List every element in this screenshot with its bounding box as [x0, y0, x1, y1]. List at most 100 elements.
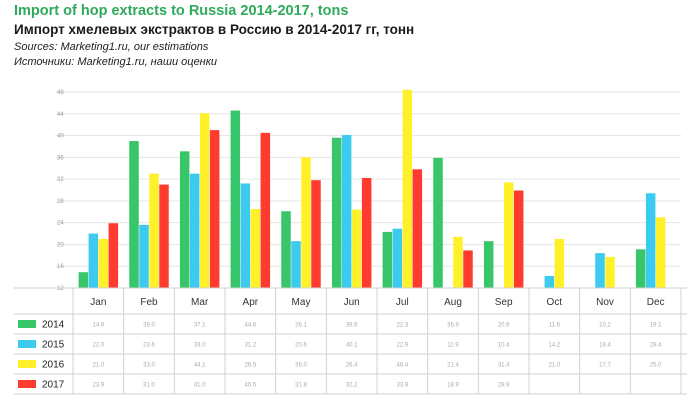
bar-2017-may [311, 180, 321, 288]
legend-swatch-2015 [18, 340, 36, 348]
y-tick-label: 16 [57, 264, 64, 270]
table-cell-value: 40.1 [346, 343, 358, 349]
x-tick-label: Jul [396, 297, 409, 308]
y-tick-label: 44 [57, 112, 64, 118]
x-tick-label: Feb [140, 297, 158, 308]
legend-label-2015: 2015 [42, 340, 65, 351]
table-cell-value: 25.0 [650, 363, 662, 369]
x-tick-label: May [292, 297, 311, 308]
bar-2017-jan [108, 223, 119, 288]
bar-2017-apr [260, 132, 271, 288]
bar-2016-apr [250, 209, 261, 288]
table-cell-value: 36.0 [295, 363, 307, 369]
legend-label-2017: 2017 [42, 380, 65, 391]
bar-2017-mar [209, 130, 220, 288]
bar-2015-oct [544, 276, 555, 288]
table-cell-value: 21.0 [548, 363, 560, 369]
table-cell-value: 33.0 [143, 363, 155, 369]
x-tick-label: Jun [344, 297, 360, 308]
bar-2014-mar [179, 151, 190, 288]
bar-2016-jul [402, 89, 413, 288]
legend-swatch-2016 [18, 360, 36, 368]
bar-2017-sep [513, 190, 524, 288]
table-cell-value: 23.9 [92, 383, 104, 389]
bar-2015-mar [189, 173, 200, 288]
bar-2016-sep [503, 182, 514, 288]
legend-swatch-2014 [18, 320, 36, 328]
y-tick-label: 40 [57, 134, 64, 140]
x-tick-label: Sep [495, 297, 513, 308]
table-cell-value: 26.1 [295, 323, 307, 329]
data-table: Jan Feb Mar Apr May Jun Jul Aug Sep Oct Nov Dec 2014… [14, 287, 687, 395]
bar-2015-jan [88, 233, 99, 288]
bar-2016-may [301, 157, 311, 288]
table-cell-value: 18.4 [599, 343, 611, 349]
x-tick-label: Dec [647, 297, 665, 308]
bar-2014-jan [78, 272, 89, 288]
x-tick-label: Nov [596, 297, 614, 308]
y-tick-label: 12 [57, 286, 64, 292]
bar-2017-aug [463, 250, 473, 288]
bar-2014-apr [230, 110, 241, 288]
bar-2015-feb [139, 224, 149, 288]
table-cell-value: 44.1 [194, 363, 206, 369]
table-cell-value: 22.3 [396, 323, 408, 329]
table-cell-value: 10.4 [498, 343, 510, 349]
table-cell-value: 11.6 [549, 323, 561, 329]
bar-2016-nov [605, 256, 615, 288]
table-cell-value: 40.5 [244, 383, 256, 389]
table-cell-value: 11.9 [447, 343, 459, 349]
bar-2014-feb [129, 141, 139, 288]
x-tick-label: Oct [547, 297, 563, 308]
bar-2016-aug [453, 236, 463, 288]
bar-2014-aug [433, 157, 443, 288]
legend-label-2014: 2014 [42, 320, 65, 331]
table-cell-value: 44.6 [244, 323, 256, 329]
x-tick-label: Jan [90, 297, 106, 308]
table-cell-value: 21.4 [447, 363, 459, 369]
table-cell-value: 14.9 [92, 323, 104, 329]
bar-2015-jul [392, 228, 403, 288]
bar-2016-oct [554, 239, 565, 288]
table-cell-value: 10.2 [599, 323, 611, 329]
table-cell-value: 18.9 [447, 383, 459, 389]
y-tick-label: 32 [57, 177, 64, 183]
table-cell-value: 31.4 [498, 363, 510, 369]
x-tick-label: Aug [444, 297, 462, 308]
table-cell-value: 31.8 [295, 383, 307, 389]
table-cell-value: 17.7 [599, 363, 611, 369]
table-cell-value: 31.2 [244, 343, 256, 349]
legend-label-2016: 2016 [42, 360, 65, 371]
table-cell-value: 29.9 [498, 383, 510, 389]
bar-2015-apr [240, 183, 251, 288]
table-cell-value: 22.0 [92, 343, 104, 349]
table-cell-value: 26.5 [244, 363, 256, 369]
bar-2017-feb [159, 184, 169, 288]
table-cell-value: 41.0 [194, 383, 206, 389]
bar-2015-dec [645, 193, 656, 288]
source-russian: Источники: Marketing1.ru, наши оценки [14, 56, 218, 68]
table-cell-value: 48.4 [396, 363, 408, 369]
bar-2016-jun [351, 209, 362, 288]
y-tick-label: 24 [57, 221, 64, 227]
bar-2014-dec [635, 249, 646, 288]
bar-2015-nov [595, 253, 605, 288]
bar-2014-jun [331, 137, 342, 288]
table-cell-value: 37.1 [194, 323, 206, 329]
table-cell-value: 33.0 [194, 343, 206, 349]
y-tick-label: 20 [57, 242, 64, 248]
table-cell-value: 39.6 [346, 323, 358, 329]
bar-2014-may [281, 211, 291, 288]
table-cell-value: 20.6 [498, 323, 510, 329]
bar-2014-sep [483, 241, 494, 288]
table-cell-value: 23.6 [143, 343, 155, 349]
chart-title: Import of hop extracts to Russia 2014-20… [14, 3, 349, 19]
bar-2016-jan [98, 239, 109, 288]
table-cell-value: 21.0 [92, 363, 104, 369]
table-cell-value: 14.2 [548, 343, 560, 349]
bar-2017-jul [412, 169, 423, 288]
bar-2017-jun [361, 178, 372, 288]
table-cell-value: 31.0 [143, 383, 155, 389]
y-tick-label: 36 [57, 155, 64, 161]
